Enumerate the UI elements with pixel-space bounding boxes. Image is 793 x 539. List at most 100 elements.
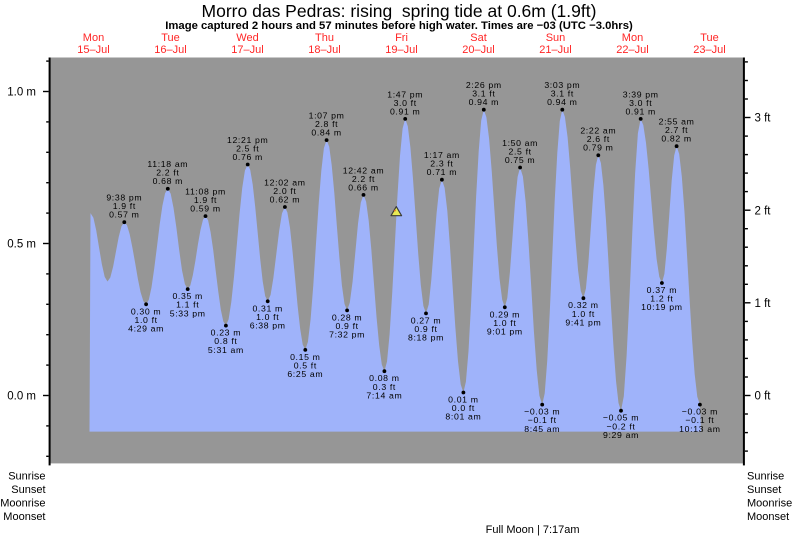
svg-text:0.68 m: 0.68 m (153, 176, 183, 186)
svg-text:2.5 ft: 2.5 ft (236, 143, 259, 153)
svg-text:−0.03 m: −0.03 m (682, 407, 718, 417)
svg-text:0.62 m: 0.62 m (270, 194, 300, 204)
svg-text:2:55 am: 2:55 am (659, 117, 695, 127)
svg-text:3:03 pm: 3:03 pm (544, 80, 580, 90)
svg-text:0.9 ft: 0.9 ft (414, 324, 437, 334)
svg-text:16–Jul: 16–Jul (154, 44, 186, 56)
svg-text:12:21 pm: 12:21 pm (227, 135, 268, 145)
svg-text:0.75 m: 0.75 m (505, 155, 535, 165)
svg-text:Morro das Pedras: rising spri: Morro das Pedras: rising spring tide at … (202, 1, 597, 21)
svg-text:1:17 am: 1:17 am (424, 150, 460, 160)
svg-text:21–Jul: 21–Jul (539, 44, 571, 56)
svg-text:−0.05 m: −0.05 m (603, 413, 639, 423)
svg-text:0.57 m: 0.57 m (109, 210, 139, 220)
svg-text:0.76 m: 0.76 m (232, 152, 262, 162)
svg-text:0.94 m: 0.94 m (547, 97, 577, 107)
svg-text:7:32 pm: 7:32 pm (329, 330, 365, 340)
svg-text:1.0 m: 1.0 m (7, 87, 36, 99)
svg-text:0.35 m: 0.35 m (172, 291, 202, 301)
svg-text:10:13 am: 10:13 am (679, 424, 720, 434)
svg-text:Sunset: Sunset (747, 484, 781, 496)
svg-text:2.2 ft: 2.2 ft (352, 174, 375, 184)
svg-text:Moonset: Moonset (3, 511, 45, 523)
svg-text:Wed: Wed (236, 32, 258, 44)
svg-text:0.32 m: 0.32 m (568, 300, 598, 310)
svg-text:0.30 m: 0.30 m (131, 306, 161, 316)
svg-text:Sat: Sat (470, 32, 487, 44)
svg-text:−0.2 ft: −0.2 ft (607, 421, 636, 431)
svg-text:0.66 m: 0.66 m (348, 182, 378, 192)
svg-text:9:38 pm: 9:38 pm (106, 193, 142, 203)
svg-text:12:02 am: 12:02 am (264, 177, 305, 187)
svg-text:3.0 ft: 3.0 ft (394, 98, 417, 108)
svg-text:7:14 am: 7:14 am (366, 390, 402, 400)
svg-text:1.0 ft: 1.0 ft (256, 312, 279, 322)
svg-text:2.2 ft: 2.2 ft (156, 168, 179, 178)
svg-text:1:50 am: 1:50 am (502, 138, 538, 148)
svg-text:0.0 ft: 0.0 ft (452, 403, 475, 413)
svg-text:19–Jul: 19–Jul (385, 44, 417, 56)
svg-text:Full Moon | 7:17am: Full Moon | 7:17am (486, 524, 580, 536)
svg-text:1.9 ft: 1.9 ft (194, 195, 217, 205)
svg-text:Mon: Mon (83, 32, 104, 44)
svg-text:1.9 ft: 1.9 ft (113, 201, 136, 211)
svg-text:1:07 pm: 1:07 pm (309, 111, 345, 121)
svg-text:2.7 ft: 2.7 ft (665, 125, 688, 135)
svg-text:0 ft: 0 ft (755, 391, 772, 403)
svg-text:Sunrise: Sunrise (747, 470, 784, 482)
svg-text:1.0 ft: 1.0 ft (134, 315, 157, 325)
svg-text:0.0 m: 0.0 m (7, 391, 36, 403)
svg-text:3.0 ft: 3.0 ft (629, 98, 652, 108)
svg-text:22–Jul: 22–Jul (616, 44, 648, 56)
svg-text:1.0 ft: 1.0 ft (493, 318, 516, 328)
svg-text:0.15 m: 0.15 m (290, 352, 320, 362)
svg-text:1.1 ft: 1.1 ft (176, 300, 199, 310)
svg-text:Mon: Mon (622, 32, 643, 44)
svg-text:0.5 m: 0.5 m (7, 239, 36, 251)
svg-text:9:01 pm: 9:01 pm (487, 327, 523, 337)
svg-text:Thu: Thu (315, 32, 334, 44)
svg-text:2.0 ft: 2.0 ft (273, 186, 296, 196)
svg-text:0.31 m: 0.31 m (252, 303, 282, 313)
svg-text:Tue: Tue (700, 32, 719, 44)
svg-text:0.79 m: 0.79 m (583, 143, 613, 153)
svg-text:0.84 m: 0.84 m (311, 128, 341, 138)
svg-text:20–Jul: 20–Jul (462, 44, 494, 56)
svg-text:12:42 am: 12:42 am (343, 165, 384, 175)
svg-text:3 ft: 3 ft (755, 113, 772, 125)
svg-text:2:26 pm: 2:26 pm (466, 80, 502, 90)
svg-text:−0.1 ft: −0.1 ft (528, 415, 557, 425)
svg-text:2 ft: 2 ft (755, 205, 772, 217)
svg-text:2:22 am: 2:22 am (580, 126, 616, 136)
svg-text:0.9 ft: 0.9 ft (335, 321, 358, 331)
svg-text:Image captured 2 hours and 57: Image captured 2 hours and 57 minutes be… (165, 20, 633, 32)
svg-text:3:39 pm: 3:39 pm (623, 89, 659, 99)
svg-text:Moonrise: Moonrise (747, 498, 792, 510)
svg-text:0.37 m: 0.37 m (647, 285, 677, 295)
svg-text:0.8 ft: 0.8 ft (214, 336, 237, 346)
svg-text:2.5 ft: 2.5 ft (508, 146, 531, 156)
svg-text:0.01 m: 0.01 m (448, 395, 478, 405)
svg-text:10:19 pm: 10:19 pm (641, 302, 682, 312)
svg-text:0.91 m: 0.91 m (390, 106, 420, 116)
svg-text:11:18 am: 11:18 am (147, 159, 188, 169)
svg-text:0.28 m: 0.28 m (332, 312, 362, 322)
svg-text:0.91 m: 0.91 m (625, 106, 655, 116)
svg-text:0.27 m: 0.27 m (411, 315, 441, 325)
svg-text:0.94 m: 0.94 m (469, 97, 499, 107)
svg-text:8:01 am: 8:01 am (445, 412, 481, 422)
svg-text:1 ft: 1 ft (755, 298, 772, 310)
svg-text:Fri: Fri (395, 32, 408, 44)
svg-text:0.3 ft: 0.3 ft (373, 382, 396, 392)
svg-text:8:18 pm: 8:18 pm (408, 333, 444, 343)
svg-text:0.5 ft: 0.5 ft (294, 361, 317, 371)
svg-text:0.71 m: 0.71 m (427, 167, 457, 177)
svg-text:Sun: Sun (546, 32, 566, 44)
svg-text:5:31 am: 5:31 am (208, 345, 244, 355)
svg-text:23–Jul: 23–Jul (693, 44, 725, 56)
svg-text:2.3 ft: 2.3 ft (430, 159, 453, 169)
svg-text:3.1 ft: 3.1 ft (472, 89, 495, 99)
svg-text:8:45 am: 8:45 am (524, 424, 560, 434)
svg-text:6:25 am: 6:25 am (287, 369, 323, 379)
svg-text:3.1 ft: 3.1 ft (551, 89, 574, 99)
